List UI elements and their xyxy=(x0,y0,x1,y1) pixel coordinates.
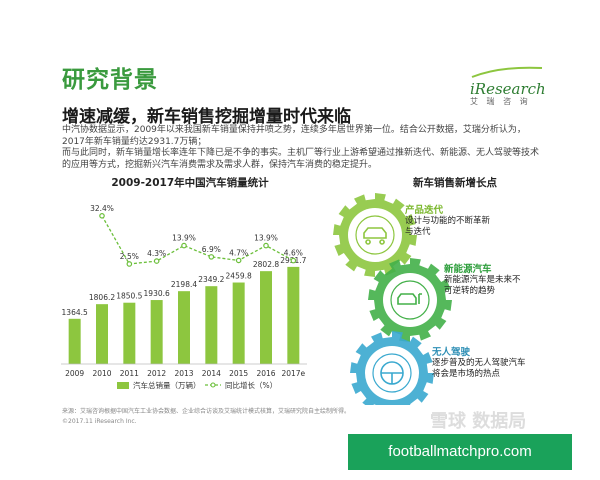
legend-line-label: 同比增长（%） xyxy=(225,380,277,390)
bar-2016 xyxy=(260,271,272,364)
paragraph-line: 2017年新车销量约达2931.7万辆； xyxy=(62,136,207,147)
bar-value-label: 1806.2 xyxy=(89,293,115,302)
legend-line-marker xyxy=(210,382,216,388)
paragraph-line: 中汽协数据显示，2009年以来我国新车销量保持井喷之势，连续多年居世界第一位。结… xyxy=(62,125,526,135)
bar-2017e xyxy=(287,266,300,364)
growth-item-desc: 将会是市场的热点 xyxy=(432,369,501,379)
x-tick-label: 2011 xyxy=(120,369,139,378)
logo-swoosh-icon xyxy=(471,66,543,78)
growth-item-ev: 新能源汽车 新能源汽车是未来不 可逆转的趋势 xyxy=(444,264,554,297)
growth-point xyxy=(263,242,269,249)
growth-value-label: 32.4% xyxy=(90,204,114,213)
bar-value-label: 2198.4 xyxy=(171,280,197,289)
page-title: 研究背景 xyxy=(62,67,158,93)
growth-point xyxy=(99,212,105,219)
growth-item-autonomous: 无人驾驶 逐步普及的无人驾驶汽车 将会是市场的热点 xyxy=(432,347,557,380)
growth-points-title: 新车销售新增长点 xyxy=(413,177,497,189)
intro-paragraph: 中汽协数据显示，2009年以来我国新车销量保持井喷之势，连续多年居世界第一位。结… xyxy=(62,125,550,171)
growth-item-desc: 设计与功能的不断革新 xyxy=(405,216,491,226)
site-banner[interactable] xyxy=(348,434,572,470)
bar-value-label: 2459.8 xyxy=(226,272,252,281)
legend-bar-swatch xyxy=(117,382,129,389)
cars-icon xyxy=(355,215,395,255)
growth-item-head: 无人驾驶 xyxy=(432,347,471,358)
bar-value-label: 1930.6 xyxy=(144,289,170,298)
growth-item-desc: 新能源汽车是未来不 xyxy=(444,275,521,285)
paragraph-line: 的应用等方式，挖掘新兴汽车消费需求及需求人群，保持汽车消费的稳定提升。 xyxy=(62,159,378,170)
bar-2010 xyxy=(96,304,108,364)
growth-line xyxy=(101,215,294,265)
iresearch-logo: iResearch 艾 瑞 咨 询 xyxy=(470,64,546,106)
bar-2009 xyxy=(68,318,81,364)
steering-wheel-icon xyxy=(372,353,412,393)
bar-2015 xyxy=(232,282,245,364)
growth-point xyxy=(235,257,242,264)
sales-chart: 1364.5 2009 1806.2 2010 1850.5 2011 1930.6 2012… xyxy=(61,204,307,390)
x-tick-label: 2015 xyxy=(229,369,248,378)
growth-item-head: 新能源汽车 xyxy=(444,264,492,275)
growth-item-desc: 逐步普及的无人驾驶汽车 xyxy=(432,358,526,368)
growth-value-label: 4.7% xyxy=(229,248,248,257)
x-tick-label: 2014 xyxy=(202,369,221,378)
x-tick-label: 2012 xyxy=(147,369,166,378)
x-tick-label: 2013 xyxy=(174,369,193,378)
x-tick-label: 2017e xyxy=(281,369,305,378)
growth-item-desc: 与迭代 xyxy=(405,227,431,237)
growth-value-label: 6.9% xyxy=(202,245,221,254)
copyright-note: ©2017.11 iResearch Inc. xyxy=(62,418,137,425)
growth-item-desc: 可逆转的趋势 xyxy=(444,286,496,296)
growth-point xyxy=(290,257,297,264)
steering-wheel-icon-glyph xyxy=(380,361,404,385)
bar-value-label: 1364.5 xyxy=(62,308,88,317)
x-tick-label: 2010 xyxy=(92,369,111,378)
bar-value-label: 2802.8 xyxy=(253,260,279,269)
x-tick-label: 2009 xyxy=(65,369,84,378)
growth-value-label: 13.9% xyxy=(172,234,196,243)
growth-value-label: 13.9% xyxy=(254,234,278,243)
source-note: 来源：艾瑞咨询根据中国汽车工业协会数据、企业综合访谈及艾瑞统计模式核算，艾瑞研究… xyxy=(62,408,351,415)
growth-item-product: 产品迭代 设计与功能的不断革新 与迭代 xyxy=(405,205,515,238)
growth-point xyxy=(181,242,187,249)
logo-text: iResearch xyxy=(470,80,546,98)
growth-value-label: 4.6% xyxy=(284,249,303,258)
logo-subtext: 艾 瑞 咨 询 xyxy=(470,97,531,106)
watermark: 雪球 数据局 xyxy=(430,411,527,432)
bar-2012 xyxy=(150,300,163,364)
chart-title: 2009-2017年中国汽车销量统计 xyxy=(111,177,269,189)
legend-bar-label: 汽车总销量（万辆） xyxy=(133,380,201,390)
growth-point xyxy=(153,258,160,264)
page-subtitle: 增速减缓，新车销售挖掘增量时代来临 xyxy=(62,107,351,127)
bar-2014 xyxy=(205,286,218,364)
site-banner-text[interactable]: footballmatchpro.com xyxy=(388,443,532,460)
growth-item-head: 产品迭代 xyxy=(405,205,444,216)
growth-value-label: 4.3% xyxy=(147,249,166,258)
ev-charging-icon xyxy=(390,280,430,320)
bar-2011 xyxy=(123,302,136,364)
paragraph-line: 而与此同时，新车销量增长率连年下降已是不争的事实。主机厂等行业上游希望通过推新迭… xyxy=(62,148,540,158)
growth-point xyxy=(126,261,133,267)
bar-value-label: 2349.2 xyxy=(198,275,224,284)
growth-point xyxy=(208,254,215,260)
bar-2013 xyxy=(178,291,190,364)
growth-value-label: 2.5% xyxy=(120,252,139,261)
gears-diagram xyxy=(333,193,452,405)
x-tick-label: 2016 xyxy=(256,369,275,378)
bar-value-label: 1850.5 xyxy=(116,292,142,301)
ev-charging-icon-glyph xyxy=(397,293,422,305)
cars-icon-glyph xyxy=(363,227,387,245)
